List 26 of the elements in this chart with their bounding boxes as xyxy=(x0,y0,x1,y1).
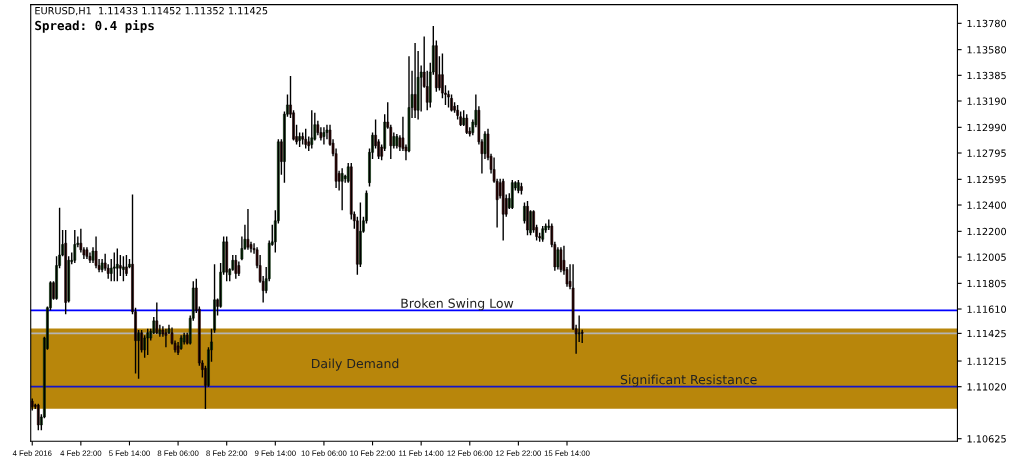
chart-title: EURUSD,H1 1.11433 1.11452 1.11352 1.11425 xyxy=(35,6,268,16)
candlestick xyxy=(122,255,125,283)
y-tick-label: 1.12990 xyxy=(967,123,1007,132)
y-tick-label: 1.13580 xyxy=(967,46,1007,54)
y-tick-label: 1.11425 xyxy=(967,329,1006,338)
candlestick xyxy=(447,89,450,109)
y-tick-label: 1.12595 xyxy=(967,175,1006,184)
ref-line-label: Significant Resistance xyxy=(620,374,757,387)
y-tick-label: 1.13190 xyxy=(967,97,1007,105)
text: Spread: 0.4 pips xyxy=(35,19,154,33)
y-tick-label: 1.11020 xyxy=(967,383,1007,391)
band-label: Daily Demand xyxy=(311,358,399,371)
ref-line-label: Broken Swing Low xyxy=(401,298,514,311)
y-tick-label: 1.12795 xyxy=(967,149,1006,157)
y-tick-label: 1.12200 xyxy=(967,227,1007,236)
y-tick-label: 1.10625 xyxy=(967,435,1006,443)
candlestick xyxy=(112,251,116,283)
candlestick xyxy=(301,131,304,146)
y-tick-label: 1.11610 xyxy=(967,305,1007,313)
y-tick-label: 1.12005 xyxy=(967,253,1006,261)
y-tick-label: 1.11805 xyxy=(967,279,1006,288)
y-tick-label: 1.13780 xyxy=(967,19,1007,28)
y-tick-label: 1.11215 xyxy=(967,357,1006,365)
candlestick xyxy=(501,177,505,242)
y-tick-label: 1.12400 xyxy=(967,201,1007,209)
y-tick-label: 1.13385 xyxy=(967,71,1006,80)
